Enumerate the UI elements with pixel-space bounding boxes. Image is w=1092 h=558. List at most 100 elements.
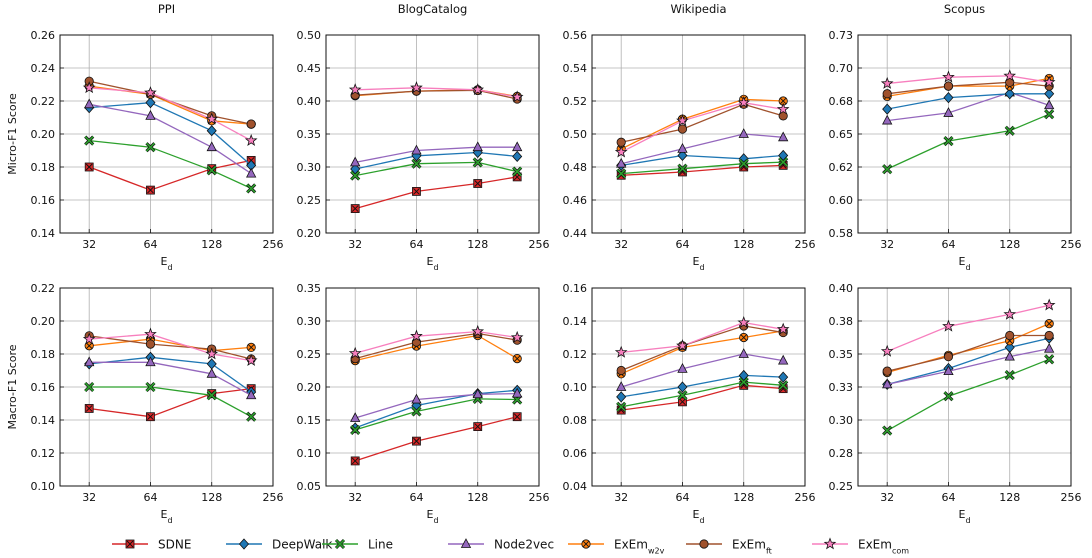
data-point (82, 81, 96, 94)
data-point (738, 348, 749, 358)
data-point (84, 381, 95, 393)
series-line (616, 376, 789, 412)
x-tick-label: 128 (467, 238, 488, 251)
series-exem-com (880, 298, 1056, 357)
x-axis-label: Ed (160, 508, 172, 525)
series-line (887, 337, 1050, 386)
series-line (89, 102, 252, 166)
y-tick-label: 0.73 (829, 29, 854, 42)
data-point (616, 391, 627, 403)
data-point (882, 366, 892, 376)
data-point (411, 144, 422, 155)
data-point (677, 124, 688, 134)
data-point (943, 81, 954, 91)
x-tick-label: 128 (999, 238, 1020, 251)
data-point (350, 456, 360, 466)
data-point (348, 83, 362, 96)
x-tick-label: 64 (409, 491, 423, 504)
data-point (411, 158, 422, 169)
series-line (621, 381, 784, 408)
data-point (512, 150, 523, 163)
series-node2vec (616, 348, 789, 391)
x-tick-label: 64 (941, 491, 955, 504)
series-line (882, 109, 1055, 175)
series-line (621, 161, 784, 175)
y-axis-label: Micro-F1 Score (6, 93, 19, 175)
legend-label: ExEmcom (858, 538, 909, 556)
legend-label: DeepWalk (272, 538, 332, 552)
data-point (411, 393, 422, 404)
data-point (512, 141, 523, 152)
series-line (89, 387, 252, 418)
y-tick-label: 0.12 (31, 447, 56, 460)
series-sdne (350, 172, 522, 213)
x-tick-label: 32 (880, 491, 894, 504)
data-point (411, 406, 422, 417)
data-point (614, 145, 628, 158)
legend-marker (125, 539, 135, 549)
y-tick-label: 0.30 (297, 161, 322, 174)
data-point (350, 170, 361, 181)
data-point (512, 412, 522, 422)
series-line (355, 176, 518, 210)
data-point (1004, 370, 1015, 381)
series-line (355, 416, 518, 462)
data-point (943, 391, 954, 402)
series-line (355, 87, 518, 98)
y-tick-label: 0.06 (563, 447, 588, 460)
data-point (677, 381, 688, 393)
data-point (677, 142, 688, 153)
series-line (620, 98, 784, 150)
data-point (1042, 75, 1056, 88)
data-point (350, 204, 360, 213)
data-point (145, 97, 156, 109)
y-tick-label: 0.35 (297, 282, 322, 295)
data-point (244, 133, 258, 146)
series-line (89, 338, 252, 352)
plot-frame (591, 287, 806, 487)
data-point (205, 112, 219, 125)
y-tick-label: 0.24 (31, 62, 56, 75)
legend-label: ExEmft (732, 538, 772, 556)
data-point (145, 339, 156, 349)
data-point (943, 365, 954, 376)
legend-marker (699, 539, 709, 549)
series-line (882, 354, 1055, 436)
data-point (778, 371, 789, 383)
data-point (244, 353, 258, 366)
y-tick-label: 0.58 (829, 227, 854, 240)
y-tick-label: 0.65 (829, 128, 854, 141)
series-sdne (616, 380, 788, 415)
series-line (88, 159, 252, 191)
x-axis-label: Ed (958, 255, 970, 272)
data-point (471, 83, 485, 96)
data-point (1044, 354, 1055, 365)
chart-panel: 32 64 128 256 0.20 0.25 0.30 0.35 0.40 0.45 0.50 Bl… (297, 2, 550, 272)
data-point (84, 356, 95, 367)
data-point (737, 315, 751, 329)
data-point (882, 103, 893, 115)
data-point (676, 339, 689, 352)
data-point (350, 424, 361, 435)
legend-label: ExEmw2v (614, 538, 665, 556)
series-deepwalk (616, 369, 789, 403)
series-exem-com (614, 315, 790, 358)
series-line (886, 113, 1050, 170)
data-point (412, 187, 421, 196)
data-point (410, 329, 423, 342)
x-tick-label: 128 (733, 238, 754, 251)
data-point (1003, 307, 1017, 320)
data-point (206, 141, 217, 152)
y-tick-label: 0.70 (829, 62, 854, 75)
data-point (778, 156, 789, 168)
series-line (355, 332, 518, 360)
series-line (887, 91, 1050, 122)
y-tick-label: 0.10 (563, 381, 588, 394)
y-tick-label: 0.52 (563, 95, 588, 108)
data-point (350, 412, 361, 422)
y-tick-label: 0.25 (297, 194, 322, 207)
data-point (882, 164, 893, 175)
data-point (882, 425, 893, 436)
data-point (84, 162, 94, 172)
series-line (621, 384, 784, 411)
